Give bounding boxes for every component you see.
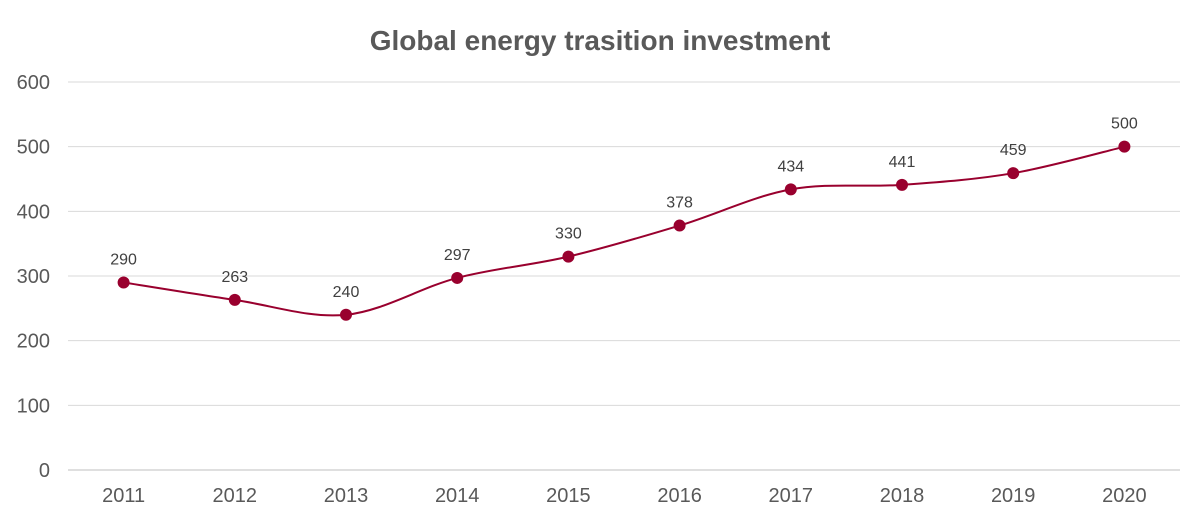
x-tick-label: 2018 [880,485,925,507]
data-label: 330 [555,226,582,243]
y-tick-label: 200 [17,331,50,353]
chart-title: Global energy trasition investment [370,25,831,56]
data-point [896,178,908,191]
x-tick-label: 2017 [769,485,814,507]
data-label: 378 [666,195,693,212]
axes: 0 100 200 300 400 500 600 2011 2012 2013 2014 2015 2… [17,72,1180,507]
data-label: 263 [221,269,248,286]
x-tick-label: 2012 [213,485,258,507]
data-point [451,271,464,284]
x-tick-label: 2011 [102,485,145,507]
data-label: 500 [1111,116,1138,133]
y-tick-label: 0 [39,460,50,482]
data-point [784,183,797,196]
y-tick-label: 600 [17,72,50,94]
y-tick-label: 400 [17,201,50,223]
data-labels: 290 263 240 297 330 378 434 441 459 500 [110,116,1138,301]
x-tick-label: 2014 [435,485,480,507]
series-line [123,145,1125,317]
x-tick-label: 2020 [1102,485,1147,507]
gridlines [68,81,1180,406]
data-label: 434 [777,158,804,175]
data-label: 441 [889,154,916,171]
data-point [562,250,575,263]
x-tick-label: 2019 [991,485,1036,507]
x-tick-label: 2013 [324,485,369,507]
series-lines [123,145,1125,317]
y-tick-label: 100 [17,395,50,417]
data-point [1118,140,1131,153]
data-point [117,276,130,289]
data-label: 459 [1000,142,1027,159]
x-tick-label: 2016 [657,485,702,507]
data-label: 240 [333,284,360,301]
series-markers [117,140,1131,321]
data-label: 297 [444,247,471,264]
data-point [228,293,241,306]
y-tick-label: 300 [17,266,50,288]
x-tick-label: 2015 [546,485,591,507]
data-label: 290 [110,251,137,268]
data-point [1007,167,1020,180]
y-tick-label: 500 [17,137,50,159]
data-point [673,219,686,232]
data-point [340,308,352,321]
